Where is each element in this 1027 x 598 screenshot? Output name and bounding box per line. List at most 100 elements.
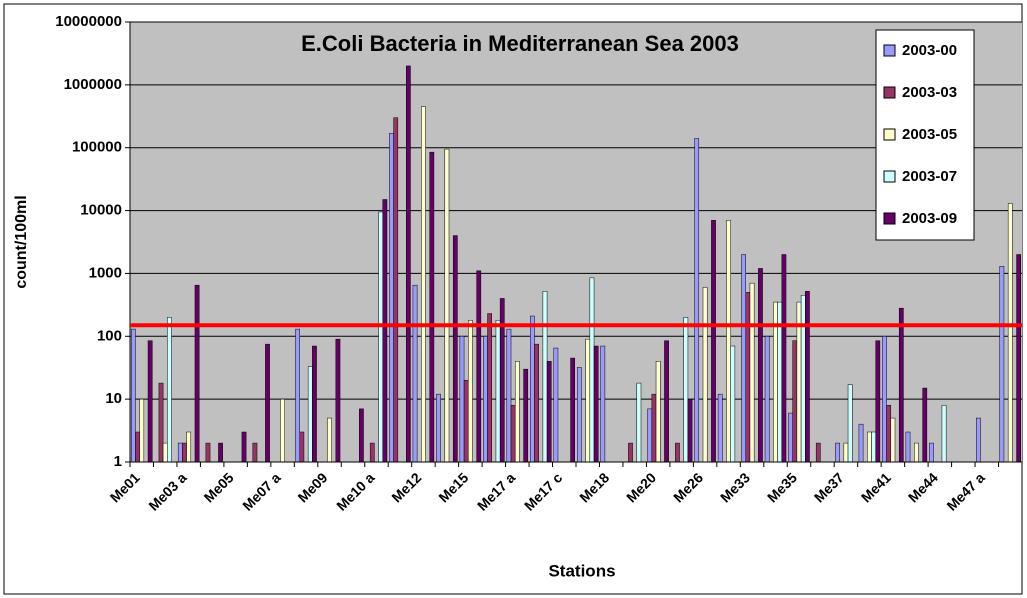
bar	[553, 347, 559, 463]
bar	[898, 307, 904, 463]
bar	[476, 270, 482, 463]
bar	[194, 284, 200, 463]
bar	[167, 317, 172, 463]
legend-label: 2003-09	[902, 210, 957, 227]
bar	[389, 132, 394, 463]
bar	[576, 367, 582, 463]
bar	[792, 340, 798, 463]
bar	[312, 345, 317, 463]
y-tick-label: 10000	[80, 202, 122, 219]
bar	[335, 338, 341, 463]
y-tick-label: 1000000	[64, 76, 122, 93]
legend-swatch	[883, 86, 896, 99]
bar	[922, 387, 928, 463]
bar	[452, 235, 458, 463]
chart-title: E.Coli Bacteria in Mediterranean Sea 200…	[301, 31, 739, 56]
bar	[914, 442, 919, 463]
bar	[436, 393, 441, 463]
bar	[327, 417, 332, 463]
bar	[444, 148, 450, 463]
bar	[745, 292, 751, 463]
legend-label: 2003-05	[902, 126, 957, 143]
bar	[241, 431, 247, 463]
bar	[651, 393, 657, 463]
bar	[687, 398, 693, 463]
bar	[726, 220, 731, 463]
legend-swatch	[883, 128, 896, 141]
bar	[843, 442, 849, 463]
bar	[421, 106, 426, 463]
bar	[941, 404, 947, 463]
legend-swatch	[883, 212, 896, 225]
legend-swatch	[883, 44, 896, 57]
plot-area	[130, 22, 1022, 462]
x-axis-label: Stations	[548, 561, 615, 580]
bar	[664, 340, 669, 463]
bar	[867, 431, 872, 463]
bar	[523, 368, 529, 463]
bar	[781, 254, 787, 463]
y-axis-label: count/100ml	[13, 195, 30, 288]
bar	[412, 284, 418, 463]
bar	[139, 398, 145, 463]
y-tick-label: 10000000	[55, 13, 122, 30]
bar	[628, 442, 633, 463]
bar	[359, 408, 364, 463]
bar	[647, 408, 653, 463]
bar	[890, 417, 896, 463]
bar	[265, 343, 270, 463]
y-tick-label: 100000	[72, 139, 122, 156]
bar	[976, 417, 981, 463]
bar	[295, 328, 301, 463]
bar	[393, 117, 399, 463]
bar	[514, 361, 520, 463]
bar	[717, 393, 723, 463]
bar	[875, 340, 881, 463]
bar	[711, 220, 716, 463]
bar	[510, 404, 516, 463]
y-tick-label: 10	[105, 390, 122, 407]
bar	[546, 361, 552, 463]
bar	[749, 282, 755, 463]
bar	[369, 442, 375, 463]
bar	[280, 398, 285, 463]
bar	[905, 431, 911, 463]
bar	[694, 138, 700, 463]
bar	[534, 343, 539, 463]
bar	[730, 345, 736, 463]
bar	[463, 379, 469, 463]
bar	[307, 366, 313, 463]
bar	[542, 291, 548, 463]
bar	[177, 442, 183, 463]
bar	[570, 357, 576, 463]
bar	[788, 412, 793, 463]
bar	[299, 431, 305, 463]
bar	[835, 442, 840, 463]
bar	[593, 345, 599, 463]
bar	[871, 431, 876, 463]
bar	[182, 442, 187, 463]
bar	[483, 336, 488, 463]
bar	[506, 328, 512, 463]
bar	[999, 266, 1005, 463]
bar	[186, 431, 192, 463]
bar	[468, 319, 473, 463]
bar	[805, 291, 810, 463]
bar	[499, 298, 505, 463]
bar	[495, 319, 501, 463]
bar	[847, 384, 853, 463]
bar	[675, 442, 680, 463]
y-tick-label: 1000	[89, 264, 122, 281]
bar	[487, 313, 492, 463]
bar	[886, 404, 892, 463]
bar	[702, 287, 708, 463]
bar	[158, 382, 164, 463]
bar	[252, 442, 258, 463]
legend-label: 2003-00	[902, 42, 957, 59]
bar	[741, 254, 747, 463]
bar	[815, 442, 821, 463]
bar	[530, 315, 535, 463]
bar	[135, 431, 140, 463]
bar	[683, 317, 689, 463]
legend-swatch	[883, 170, 896, 183]
